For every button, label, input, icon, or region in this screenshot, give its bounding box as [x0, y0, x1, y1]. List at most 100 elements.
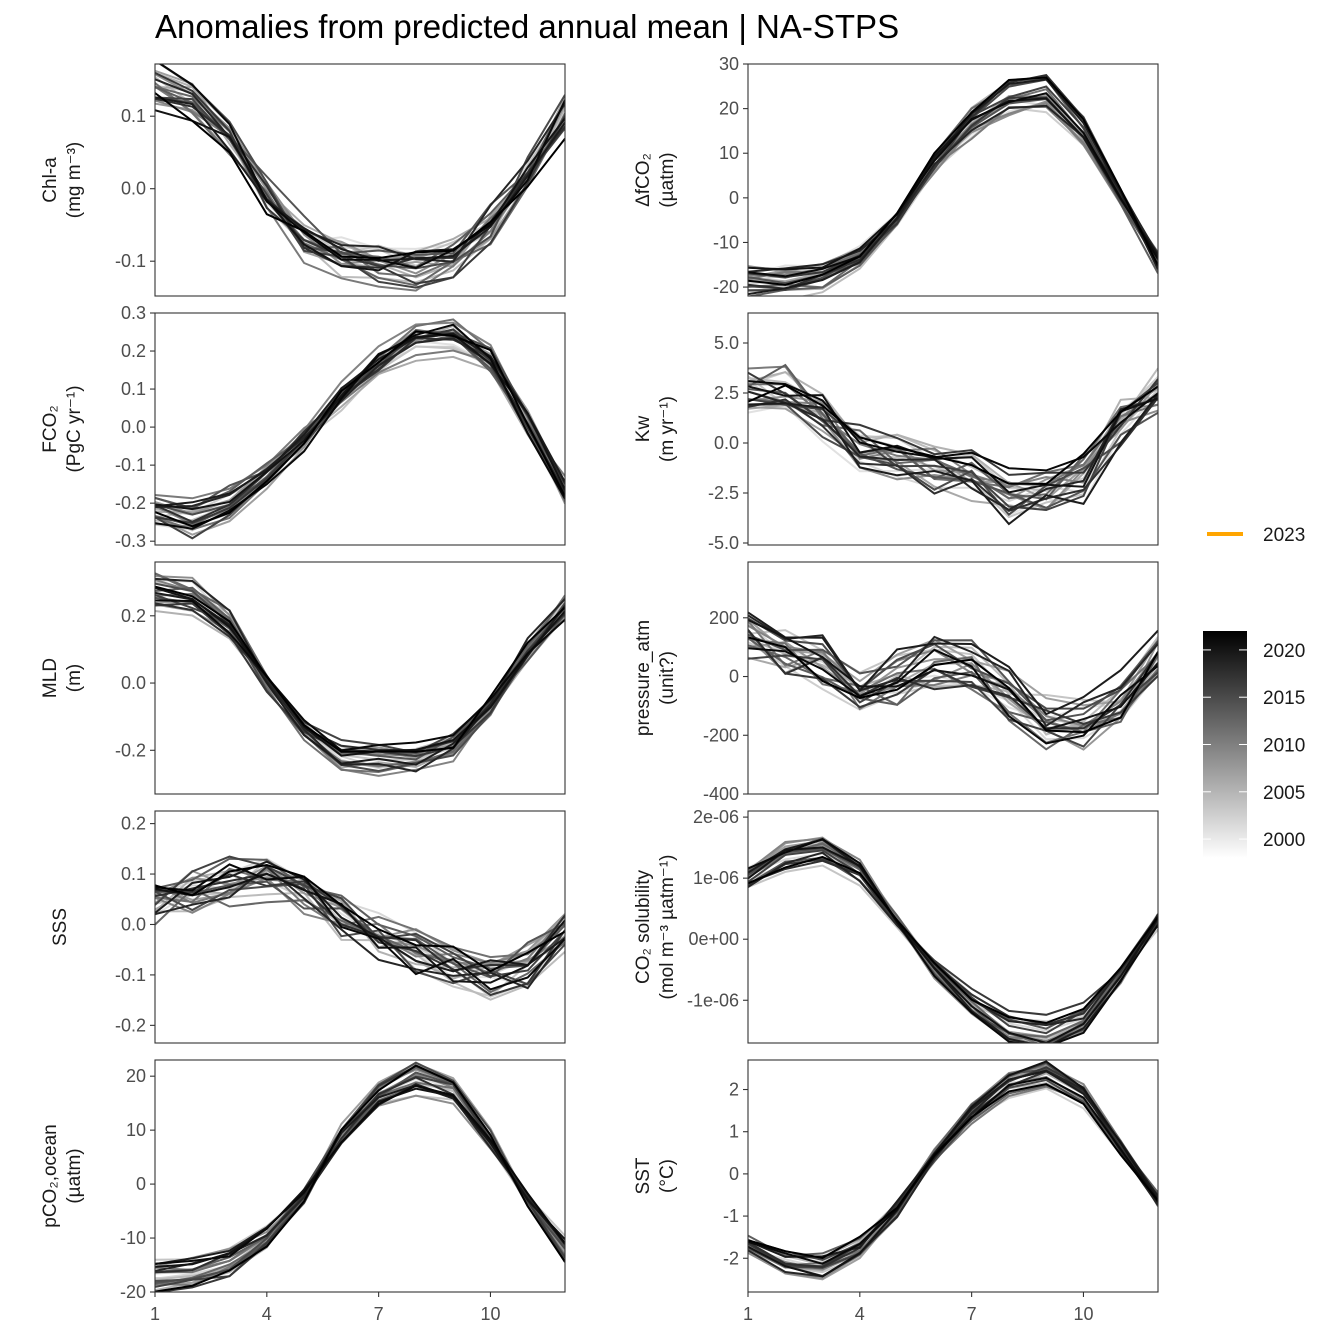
y-axis-label-line: Kw — [633, 416, 654, 443]
y-tick-label: -200 — [703, 725, 739, 745]
panel-patm: -400 -200 0 200 pressure_atm (unit?) — [633, 561, 1159, 804]
year-line — [158, 64, 565, 270]
year-line — [748, 100, 1158, 279]
year-line — [748, 94, 1158, 283]
x-tick-label: 1 — [743, 1304, 753, 1324]
y-tick-label: 0.1 — [121, 864, 146, 884]
year-line — [748, 617, 1158, 710]
year-line — [155, 335, 565, 510]
y-tick-label: 0 — [729, 1164, 739, 1184]
y-tick-label: -0.3 — [115, 531, 146, 551]
y-tick-label: -400 — [703, 784, 739, 804]
panel-kw: -5.0 -2.5 0.0 2.5 5.0 Kw (m yr⁻¹) — [633, 312, 1159, 553]
y-axis-label-line: Chl-a — [40, 157, 61, 203]
year-line — [748, 611, 1158, 716]
year-line — [748, 846, 1158, 1043]
year-line — [748, 78, 1158, 290]
y-axis-unit: (m yr⁻¹) — [657, 396, 678, 462]
year-line — [748, 654, 1158, 748]
year-line — [748, 1083, 1158, 1259]
year-line — [748, 97, 1158, 271]
y-axis-unit: (mol m⁻³ µatm⁻¹) — [657, 855, 678, 1000]
year-line — [748, 390, 1158, 511]
y-tick-label: 20 — [719, 99, 739, 119]
chart-title: Anomalies from predicted annual mean | N… — [155, 8, 900, 45]
panel-border — [747, 810, 1159, 1044]
year-line — [748, 1068, 1158, 1278]
colorbar-label: 2015 — [1263, 688, 1305, 709]
y-axis-unit: (unit?) — [657, 651, 678, 705]
year-line — [748, 76, 1158, 293]
panel-border — [154, 810, 566, 1044]
year-line — [155, 572, 565, 767]
year-line — [748, 102, 1158, 277]
y-tick-label: -10 — [713, 232, 739, 252]
year-line — [155, 575, 565, 768]
year-line — [155, 92, 565, 260]
year-line — [158, 64, 565, 270]
year-line — [748, 1065, 1158, 1280]
series-group — [155, 318, 565, 540]
panel-chl: -0.1 0.0 0.1 Chl-a (mg m⁻³) — [40, 63, 566, 297]
year-line — [748, 1061, 1158, 1269]
y-tick-label: -0.1 — [115, 251, 146, 271]
year-line — [748, 384, 1158, 486]
y-tick-label: 2e-06 — [693, 807, 739, 827]
year-line — [748, 855, 1158, 1024]
year-line — [748, 636, 1158, 734]
colorbar-label: 2000 — [1263, 830, 1305, 851]
panel-sol: -1e-06 0e+00 1e-06 2e-06 CO₂ solubility (mol … — [633, 807, 1159, 1044]
year-line — [748, 75, 1158, 289]
y-tick-label: 0.0 — [121, 417, 146, 437]
year-line — [748, 629, 1158, 726]
y-tick-label: 0.0 — [121, 673, 146, 693]
y-tick-label: 0.1 — [121, 106, 146, 126]
y-tick-label: 1e-06 — [693, 868, 739, 888]
y-axis-unit: (µatm) — [64, 1148, 85, 1203]
year-line — [748, 1065, 1158, 1272]
y-axis-unit: (m) — [64, 664, 85, 692]
y-tick-label: 2 — [729, 1080, 739, 1100]
year-line — [155, 86, 565, 269]
year-line — [748, 1060, 1158, 1278]
y-tick-label: -0.1 — [115, 455, 146, 475]
year-line — [155, 78, 565, 263]
y-axis-label: pressure_atm (unit?) — [633, 620, 678, 736]
series-group — [748, 1060, 1158, 1281]
y-tick-label: 0.2 — [121, 341, 146, 361]
panel-border — [747, 1059, 1159, 1293]
x-tick-label: 10 — [1073, 1304, 1093, 1324]
year-line — [155, 872, 565, 984]
y-tick-label: -5.0 — [708, 533, 739, 553]
series-group — [748, 74, 1158, 296]
y-tick-label: 0 — [729, 667, 739, 687]
year-line — [155, 332, 565, 508]
y-axis-label: MLD (m) — [40, 658, 85, 698]
y-tick-label: -20 — [120, 1282, 146, 1302]
year-line — [748, 1069, 1158, 1258]
year-line — [155, 585, 565, 753]
y-tick-label: 0.0 — [714, 433, 739, 453]
year-line — [155, 587, 565, 757]
year-line — [748, 837, 1158, 1043]
year-line — [748, 88, 1158, 279]
year-line — [748, 77, 1158, 296]
year-line — [748, 1062, 1158, 1269]
y-axis-label: SST (°C) — [633, 1157, 678, 1194]
series-group — [155, 855, 565, 1001]
x-tick-label: 7 — [374, 1304, 384, 1324]
y-tick-label: 0.1 — [121, 379, 146, 399]
year-line — [748, 100, 1158, 276]
year-line — [748, 842, 1158, 1038]
x-tick-label: 7 — [967, 1304, 977, 1324]
y-tick-label: 0e+00 — [688, 929, 739, 949]
panel-border — [154, 312, 566, 546]
year-line — [155, 334, 565, 510]
x-tick-label: 4 — [855, 1304, 865, 1324]
year-line — [748, 85, 1158, 292]
year-line — [748, 618, 1158, 731]
y-axis-label: Kw (m yr⁻¹) — [633, 396, 678, 462]
colorbar-label: 2010 — [1263, 736, 1305, 757]
y-tick-label: -0.2 — [115, 493, 146, 513]
